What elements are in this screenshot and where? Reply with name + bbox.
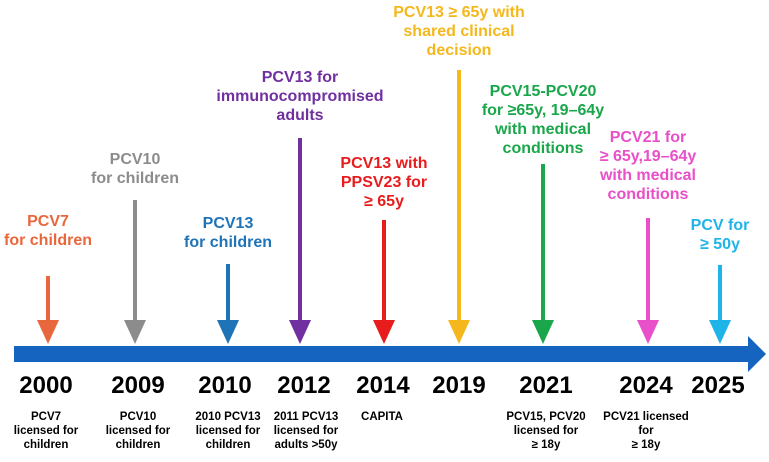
event-label-line: ≥ 65y,19–64y: [599, 148, 697, 165]
event-label-line: PCV13 ≥ 65y with: [393, 4, 525, 21]
licensure-note-2014: CAPITA: [361, 410, 403, 424]
licensure-note-line: licensed for: [273, 425, 339, 437]
year-label-2019: 2019: [432, 372, 486, 399]
licensure-note-line: 2011 PCV13: [273, 411, 339, 423]
event-arrow-head-2009: [124, 320, 146, 344]
licensure-note-2012: 2011 PCV13 licensed for adults >50y: [274, 410, 339, 452]
event-label-line: for children: [183, 234, 273, 251]
event-label-line: immunocompromised: [216, 88, 384, 105]
event-label-line: for ≥65y, 19–64y: [481, 102, 605, 119]
event-arrow-shaft-2019: [457, 70, 461, 320]
event-label-2024: PCV21 for ≥ 65y,19–64y with medical conditi…: [600, 128, 697, 204]
licensure-note-line: ≥ 18y: [531, 439, 561, 451]
event-arrow-head-2025: [709, 320, 731, 344]
timeline-arrowhead: [748, 336, 766, 372]
event-arrow-shaft-2014: [382, 220, 386, 320]
event-label-2019: PCV13 ≥ 65y with shared clinical decision: [393, 3, 525, 60]
year-label-2000: 2000: [19, 372, 73, 399]
licensure-note-line: children: [205, 439, 251, 451]
year-label-2009: 2009: [111, 372, 165, 399]
event-arrow-head-2014: [373, 320, 395, 344]
event-label-line: with medical: [599, 167, 697, 184]
event-label-line: PCV10: [109, 151, 161, 168]
year-label-2014: 2014: [356, 372, 410, 399]
event-label-line: PCV13 with: [340, 155, 428, 172]
event-label-2010: PCV13 for children: [184, 214, 272, 252]
licensure-note-line: for: [638, 425, 654, 437]
event-label-2000: PCV7 for children: [4, 212, 92, 250]
event-label-line: conditions: [502, 140, 584, 157]
event-arrow-head-2010: [217, 320, 239, 344]
licensure-note-2024: PCV21 licensed for ≥ 18y: [603, 410, 689, 452]
licensure-note-line: CAPITA: [361, 411, 403, 423]
licensure-note-2000: PCV7 licensed for children: [14, 410, 79, 452]
licensure-note-line: licensed for: [13, 425, 79, 437]
event-arrow-shaft-2021: [541, 164, 545, 320]
licensure-note-2021: PCV15, PCV20 licensed for ≥ 18y: [506, 410, 585, 452]
event-label-line: with medical: [494, 121, 592, 138]
licensure-note-line: licensed for: [513, 425, 579, 437]
licensure-note-line: 2010 PCV13: [195, 411, 261, 423]
event-arrow-head-2021: [532, 320, 554, 344]
event-label-2012: PCV13 for immunocompromised adults: [216, 68, 383, 125]
year-label-2012: 2012: [277, 372, 331, 399]
event-arrow-shaft-2025: [718, 265, 722, 320]
event-arrow-shaft-2012: [298, 138, 302, 320]
event-label-line: for children: [3, 232, 93, 249]
event-label-line: decision: [426, 42, 492, 59]
event-arrow-head-2000: [37, 320, 59, 344]
event-arrow-head-2024: [637, 320, 659, 344]
licensure-note-2009: PCV10 licensed for children: [106, 410, 171, 452]
event-label-line: ≥ 50y: [700, 236, 740, 253]
event-label-line: PCV7: [27, 213, 69, 230]
licensure-note-line: PCV10: [119, 411, 157, 423]
year-label-2021: 2021: [519, 372, 573, 399]
event-label-line: PCV for: [690, 217, 750, 234]
year-label-2010: 2010: [198, 372, 252, 399]
event-arrow-shaft-2000: [46, 276, 50, 320]
event-arrow-shaft-2024: [646, 218, 650, 320]
event-label-2009: PCV10 for children: [91, 150, 179, 188]
event-arrow-shaft-2010: [226, 264, 230, 320]
licensure-note-line: licensed for: [195, 425, 261, 437]
timeline-axis: [14, 346, 750, 362]
licensure-note-line: licensed for: [105, 425, 171, 437]
licensure-note-2010: 2010 PCV13 licensed for children: [195, 410, 260, 452]
licensure-note-line: PCV7: [30, 411, 62, 423]
event-arrow-head-2012: [289, 320, 311, 344]
event-label-2021: PCV15-PCV20 for ≥65y, 19–64y with medical c…: [482, 82, 604, 158]
event-arrow-head-2019: [448, 320, 470, 344]
year-label-2025: 2025: [691, 372, 745, 399]
event-label-line: PPSV23 for: [340, 174, 428, 191]
licensure-note-line: ≥ 18y: [631, 439, 661, 451]
event-label-line: conditions: [607, 186, 689, 203]
event-label-line: ≥ 65y: [364, 193, 404, 210]
event-label-line: PCV21 for: [609, 129, 687, 146]
licensure-note-line: PCV15, PCV20: [506, 411, 586, 423]
event-label-line: PCV13 for: [261, 69, 339, 86]
event-label-line: for children: [90, 170, 180, 187]
event-label-line: PCV15-PCV20: [489, 83, 597, 100]
licensure-note-line: children: [115, 439, 161, 451]
event-label-line: shared clinical: [403, 23, 515, 40]
event-label-2014: PCV13 with PPSV23 for ≥ 65y: [340, 154, 427, 211]
year-label-2024: 2024: [619, 372, 673, 399]
event-arrow-shaft-2009: [133, 200, 137, 320]
event-label-line: adults: [276, 107, 324, 124]
event-label-2025: PCV for ≥ 50y: [691, 216, 750, 254]
event-label-line: PCV13: [202, 215, 254, 232]
licensure-note-line: children: [23, 439, 69, 451]
licensure-note-line: adults >50y: [274, 439, 338, 451]
licensure-note-line: PCV21 licensed: [603, 411, 689, 423]
